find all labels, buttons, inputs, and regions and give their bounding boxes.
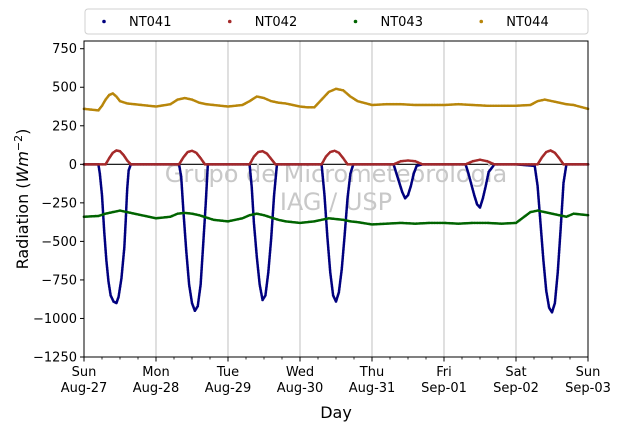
legend-box <box>84 8 589 35</box>
y-tick-label: 250 <box>52 119 77 134</box>
series-NT042 <box>82 149 590 166</box>
series-NT044 <box>82 87 590 112</box>
plot-background <box>84 41 588 357</box>
x-tick-label-date: Aug-28 <box>133 381 180 396</box>
legend-marker <box>353 19 358 24</box>
data-series <box>82 87 590 314</box>
legend-item-NT044: NT044 <box>479 15 549 30</box>
legend-label: NT042 <box>255 15 297 30</box>
x-tick-label-weekday: Sun <box>576 365 601 380</box>
legend-item-NT042: NT042 <box>227 15 297 30</box>
x-tick-label-date: Aug-27 <box>61 381 108 396</box>
x-tick-label-weekday: Mon <box>142 365 169 380</box>
legend-label: NT044 <box>506 15 548 30</box>
y-axis-title-suffix: ) <box>13 129 32 135</box>
x-tick-label-weekday: Fri <box>436 365 452 380</box>
legend-label: NT043 <box>381 15 423 30</box>
x-tick-label-date: Aug-29 <box>205 381 252 396</box>
y-axis-ticks: −1250 −1000 −750 −500 −250 0 250 500 750 <box>33 42 84 366</box>
x-tick-label-date: Aug-30 <box>277 381 324 396</box>
y-tick-label: 750 <box>52 42 77 57</box>
legend-marker <box>227 19 232 24</box>
y-tick-label: −500 <box>41 235 77 250</box>
legend-label: NT041 <box>129 15 171 30</box>
x-axis-ticks: SunAug-27MonAug-28TueAug-29WedAug-30ThuA… <box>61 357 611 396</box>
legend-marker <box>102 19 106 24</box>
x-tick-label-date: Sep-01 <box>421 381 467 396</box>
y-axis-title: Radiation (Wm−2) <box>12 129 32 270</box>
y-tick-label: 500 <box>52 81 77 96</box>
y-axis-title-exponent: −2 <box>12 135 25 151</box>
y-tick-label: −750 <box>41 273 77 288</box>
x-tick-label-date: Sep-03 <box>565 381 611 396</box>
y-tick-label: 0 <box>69 158 77 173</box>
x-axis-title: Day <box>320 403 352 422</box>
watermark-line-2: IAG / USP <box>280 188 392 216</box>
x-tick-label-date: Aug-31 <box>349 381 396 396</box>
x-tick-label-weekday: Sun <box>72 365 97 380</box>
legend-marker <box>479 19 484 24</box>
plot-area <box>84 41 588 357</box>
x-tick-label-weekday: Sat <box>505 365 526 380</box>
x-tick-label-weekday: Wed <box>286 365 314 380</box>
y-tick-label: −1000 <box>33 312 77 327</box>
x-tick-label-weekday: Thu <box>359 365 384 380</box>
legend-item-NT043: NT043 <box>353 15 423 30</box>
y-axis-title-unit: Wm <box>13 151 32 182</box>
legend: NT041 NT042 NT043 NT044 <box>84 8 589 35</box>
x-tick-label-weekday: Tue <box>216 365 239 380</box>
y-tick-label: −1250 <box>33 351 77 366</box>
legend-item-NT041: NT041 <box>102 15 171 30</box>
y-axis-title-prefix: Radiation ( <box>13 182 32 269</box>
y-tick-label: −250 <box>41 196 77 211</box>
x-tick-label-date: Sep-02 <box>493 381 539 396</box>
series-NT043 <box>82 209 590 226</box>
